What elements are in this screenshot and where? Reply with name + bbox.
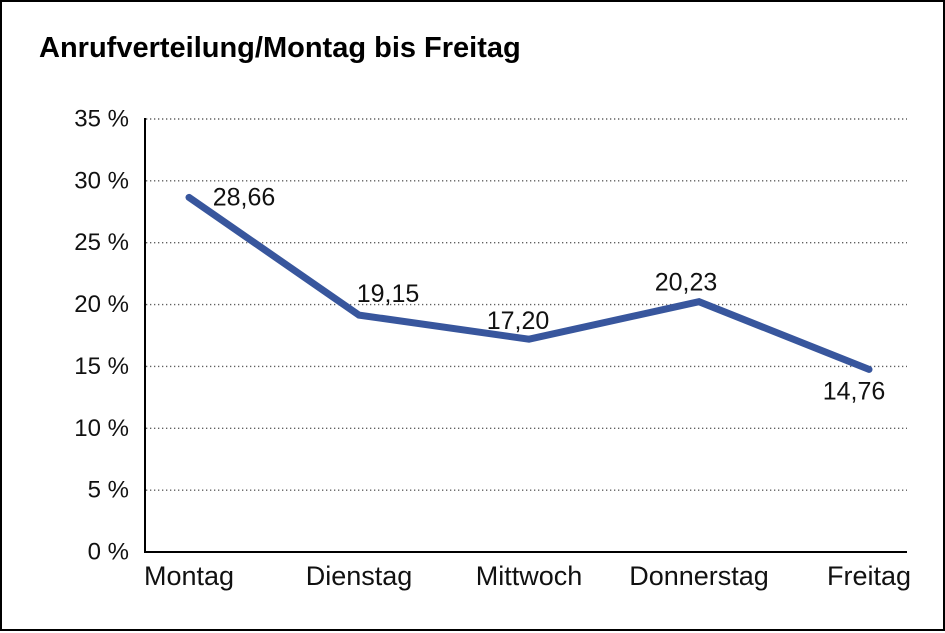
y-tick-label: 15 % — [74, 353, 129, 380]
data-value-label: 19,15 — [357, 280, 420, 308]
y-tick-label: 30 % — [74, 167, 129, 194]
data-value-label: 14,76 — [823, 377, 886, 405]
x-tick-label: Freitag — [827, 561, 911, 591]
data-value-label: 17,20 — [487, 307, 550, 335]
chart-title: Anrufverteilung/Montag bis Freitag — [39, 32, 521, 64]
y-tick-label: 10 % — [74, 415, 129, 442]
data-value-label: 28,66 — [213, 183, 276, 211]
y-tick-label: 25 % — [74, 229, 129, 256]
y-tick-label: 5 % — [88, 477, 129, 504]
x-tick-label: Donnerstag — [629, 561, 769, 591]
data-series-line — [185, 193, 873, 373]
y-tick-label: 35 % — [74, 106, 129, 133]
data-value-label: 20,23 — [655, 269, 718, 297]
x-tick-label: Montag — [144, 561, 234, 591]
y-tick-label: 0 % — [88, 539, 129, 566]
x-tick-label: Dienstag — [306, 561, 413, 591]
y-tick-label: 20 % — [74, 291, 129, 318]
x-tick-label: Mittwoch — [476, 561, 583, 591]
